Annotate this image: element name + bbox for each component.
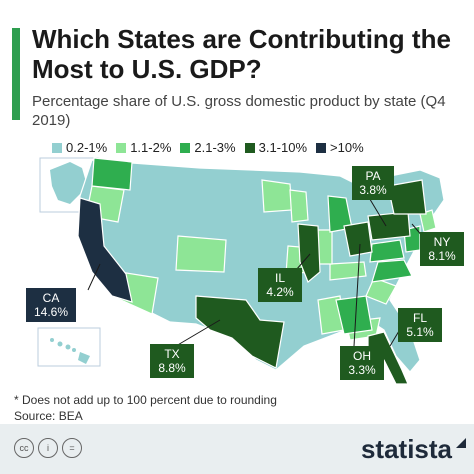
page-title: Which States are Contributing the Most t… xyxy=(32,24,451,84)
cc-license-icon[interactable]: cc xyxy=(14,438,34,458)
footnote: * Does not add up to 100 percent due to … xyxy=(14,393,277,407)
callout-pa: PA 3.8% xyxy=(352,166,394,200)
legend-label: 0.2-1% xyxy=(66,140,108,155)
legend-item: >10% xyxy=(316,140,364,155)
legend-item: 1.1-2% xyxy=(116,140,171,155)
callout-value: 5.1% xyxy=(406,325,434,339)
state-tx xyxy=(195,295,285,369)
legend: 0.2-1% 1.1-2% 2.1-3% 3.1-10% >10% xyxy=(52,140,364,155)
state-hi xyxy=(50,338,90,364)
state-wi xyxy=(289,189,309,223)
statista-logo[interactable]: statista xyxy=(360,434,452,464)
callout-value: 3.3% xyxy=(348,363,376,377)
legend-label: >10% xyxy=(330,140,364,155)
footer: cc i = statista xyxy=(0,424,474,474)
callout-oh: OH 3.3% xyxy=(340,346,384,380)
state-va xyxy=(369,239,405,263)
legend-item: 3.1-10% xyxy=(244,140,308,155)
callout-value: 3.8% xyxy=(359,183,387,197)
state-co xyxy=(175,235,227,273)
attribution-icon[interactable]: i xyxy=(38,438,58,458)
hawaii-inset-frame xyxy=(37,327,101,367)
state-sc xyxy=(365,277,397,305)
no-derivatives-icon[interactable]: = xyxy=(62,438,82,458)
statista-logo-mark-icon xyxy=(456,438,466,448)
callout-state: PA xyxy=(365,169,381,183)
callout-il: IL 4.2% xyxy=(258,268,302,302)
callout-value: 14.6% xyxy=(33,305,69,319)
title-accent-bar xyxy=(12,28,20,120)
callout-state: IL xyxy=(274,271,285,285)
legend-swatch xyxy=(116,142,127,153)
state-oh xyxy=(343,221,373,257)
states-2-3-percent xyxy=(91,157,421,335)
callout-value: 8.1% xyxy=(428,249,456,263)
states-3-10-percent xyxy=(195,179,427,385)
callout-ca: CA 14.6% xyxy=(26,288,76,322)
callout-state: CA xyxy=(42,291,60,305)
state-ga xyxy=(335,295,373,335)
callout-fl: FL 5.1% xyxy=(398,308,442,342)
subtitle: Percentage share of U.S. gross domestic … xyxy=(32,93,446,129)
state-pa xyxy=(367,211,411,241)
state-tn xyxy=(329,261,367,281)
legend-item: 2.1-3% xyxy=(180,140,236,155)
state-ma xyxy=(419,209,437,233)
state-ny xyxy=(387,179,427,215)
callout-state: TX xyxy=(164,347,180,361)
state-wa xyxy=(91,157,133,191)
state-il xyxy=(297,223,321,283)
callout-value: 4.2% xyxy=(266,285,294,299)
legend-swatch xyxy=(52,142,62,153)
callout-state: OH xyxy=(353,349,371,363)
footnote-block: * Does not add up to 100 percent due to … xyxy=(14,392,277,424)
legend-swatch xyxy=(180,142,191,153)
legend-label: 1.1-2% xyxy=(130,140,172,155)
callout-value: 8.8% xyxy=(158,361,186,375)
legend-swatch xyxy=(244,142,255,153)
legend-swatch xyxy=(316,142,327,153)
state-mn xyxy=(261,179,293,213)
callout-state: NY xyxy=(433,235,451,249)
callout-ny: NY 8.1% xyxy=(420,232,464,266)
state-ca xyxy=(77,197,133,303)
legend-label: 2.1-3% xyxy=(194,140,236,155)
legend-label: 3.1-10% xyxy=(258,140,308,155)
source: Source: BEA xyxy=(14,409,83,423)
state-nc xyxy=(371,259,413,283)
callout-tx: TX 8.8% xyxy=(150,344,194,378)
callout-state: FL xyxy=(412,311,427,325)
legend-item: 0.2-1% xyxy=(52,140,107,155)
states-1-2-percent xyxy=(85,179,437,341)
